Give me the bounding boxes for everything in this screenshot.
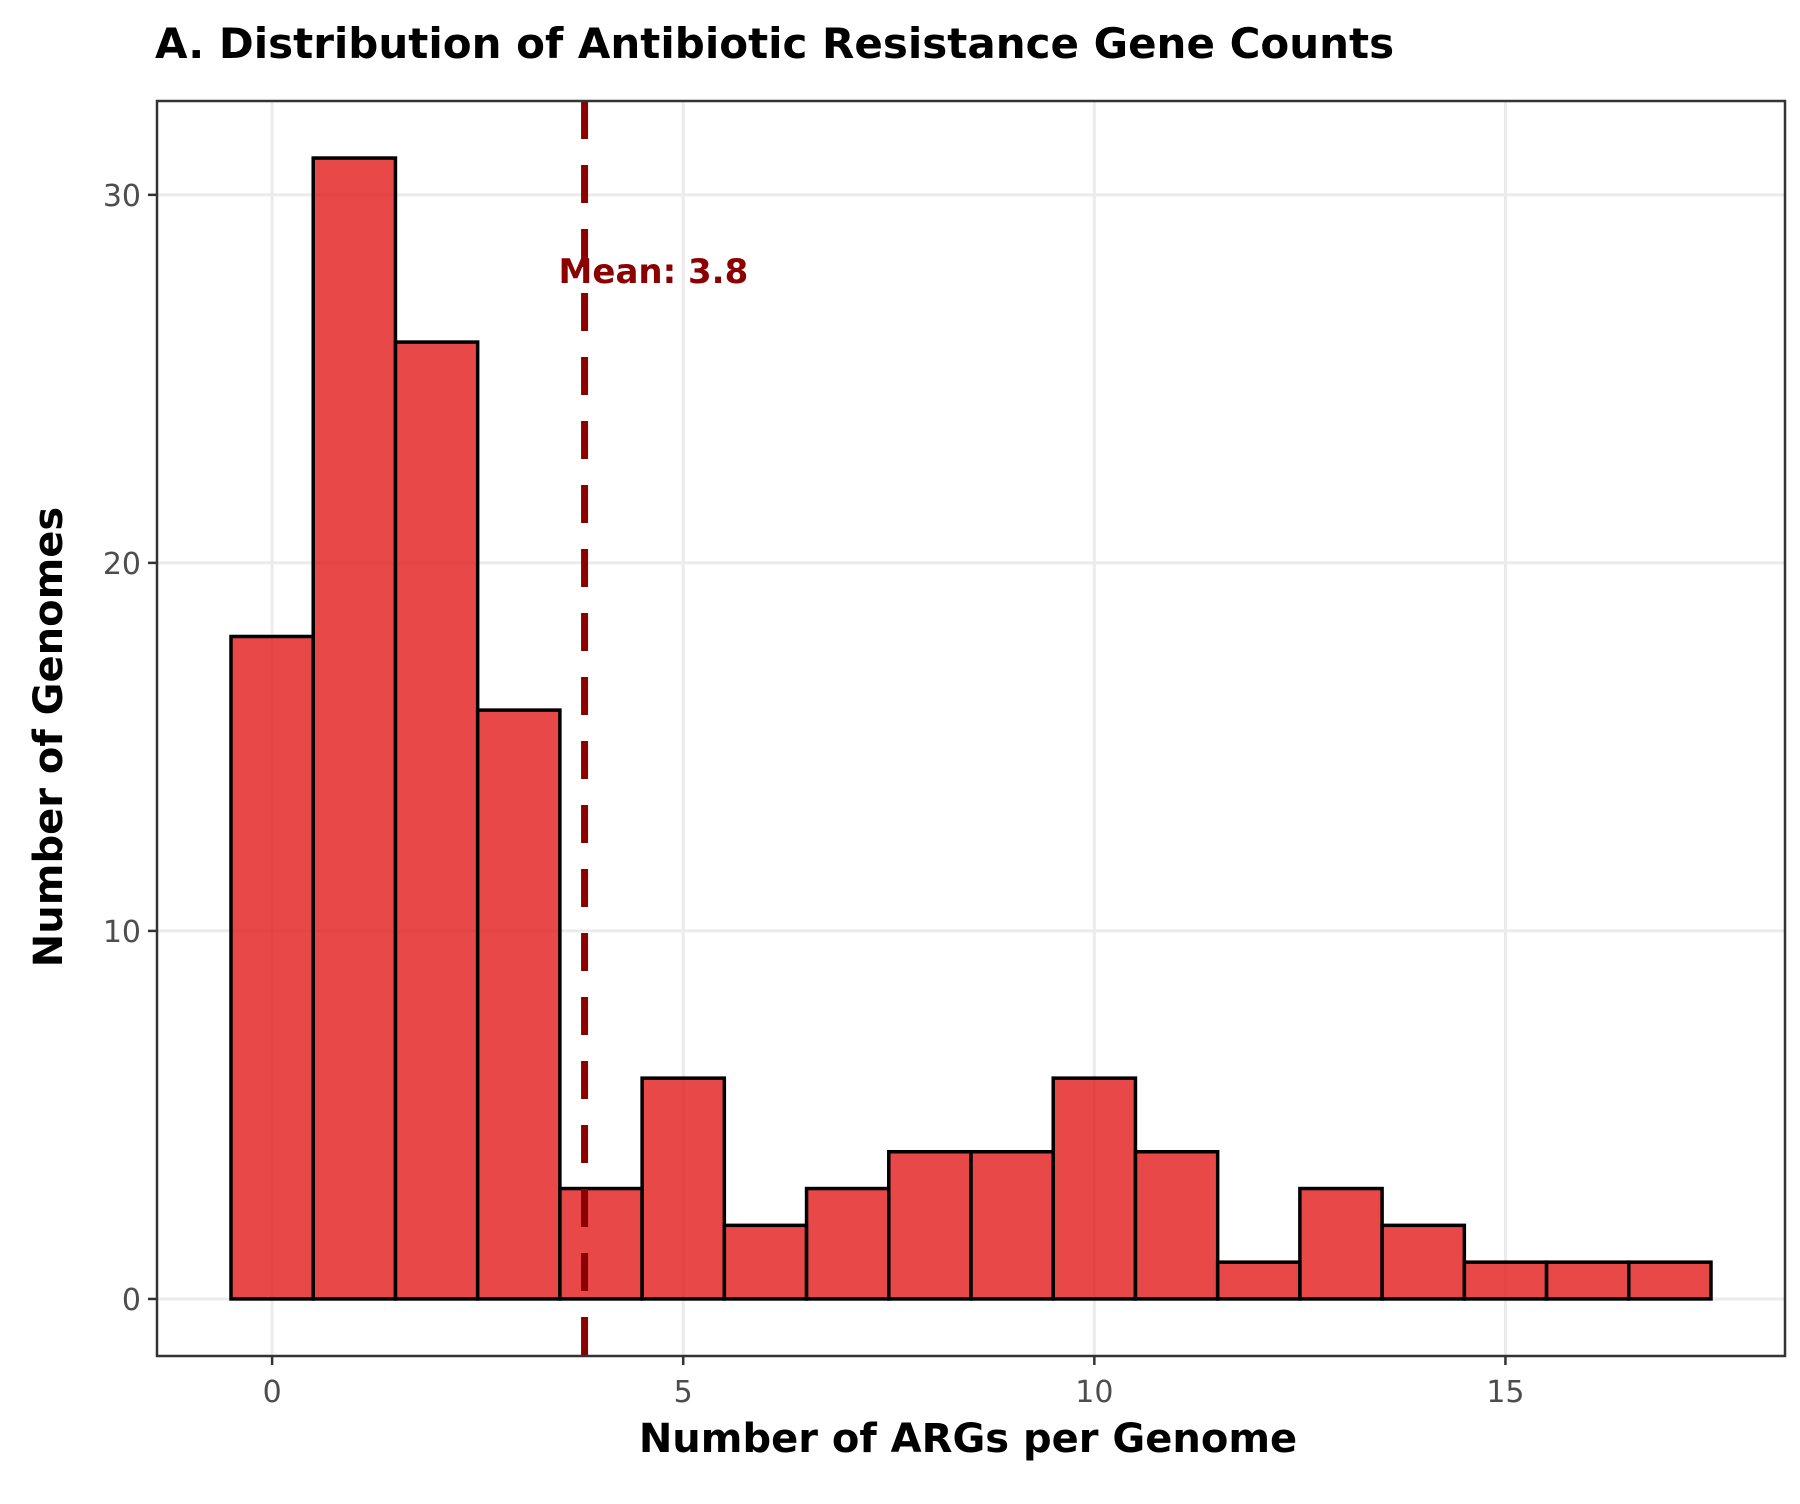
- histogram-bar: [1462, 1260, 1549, 1301]
- histogram-bar: [1544, 1260, 1631, 1301]
- y-tick-label: 20: [103, 547, 141, 582]
- histogram-bar: [1298, 1186, 1384, 1301]
- histogram-bar: [229, 634, 315, 1301]
- histogram-bar: [640, 1076, 727, 1301]
- chart-title: A. Distribution of Antibiotic Resistance…: [155, 19, 1394, 68]
- histogram-bar: [475, 708, 562, 1301]
- histogram-bar: [804, 1186, 891, 1301]
- x-axis: 0 5 10 15: [263, 1356, 1525, 1410]
- y-tick-label: 10: [103, 915, 141, 950]
- panel-border: [155, 99, 1787, 1358]
- mean-annotation: Mean: 3.8: [559, 101, 749, 1356]
- x-tick-label: 15: [1486, 1375, 1524, 1410]
- histogram-bar: [311, 156, 398, 1301]
- x-tick-label: 5: [674, 1375, 693, 1410]
- histogram-bar: [1380, 1223, 1467, 1301]
- histogram-bar: [1133, 1149, 1220, 1301]
- y-axis: 0 10 20 30: [103, 179, 157, 1318]
- histogram-bar: [1627, 1260, 1713, 1301]
- histogram-bar: [1051, 1076, 1138, 1301]
- histogram-bar: [887, 1149, 973, 1301]
- histogram-bar: [969, 1149, 1055, 1301]
- histogram-bar: [393, 340, 480, 1301]
- x-tick-label: 10: [1075, 1375, 1113, 1410]
- histogram-bar: [558, 1186, 644, 1301]
- mean-label: Mean: 3.8: [559, 252, 749, 292]
- histogram-bars: [229, 156, 1713, 1301]
- histogram-bar: [722, 1223, 809, 1301]
- y-axis-title: Number of Genomes: [26, 507, 72, 967]
- histogram-bar: [1215, 1260, 1302, 1301]
- y-tick-label: 0: [122, 1283, 141, 1318]
- x-tick-label: 0: [263, 1375, 282, 1410]
- y-tick-label: 30: [103, 179, 141, 214]
- x-axis-title: Number of ARGs per Genome: [639, 1416, 1297, 1462]
